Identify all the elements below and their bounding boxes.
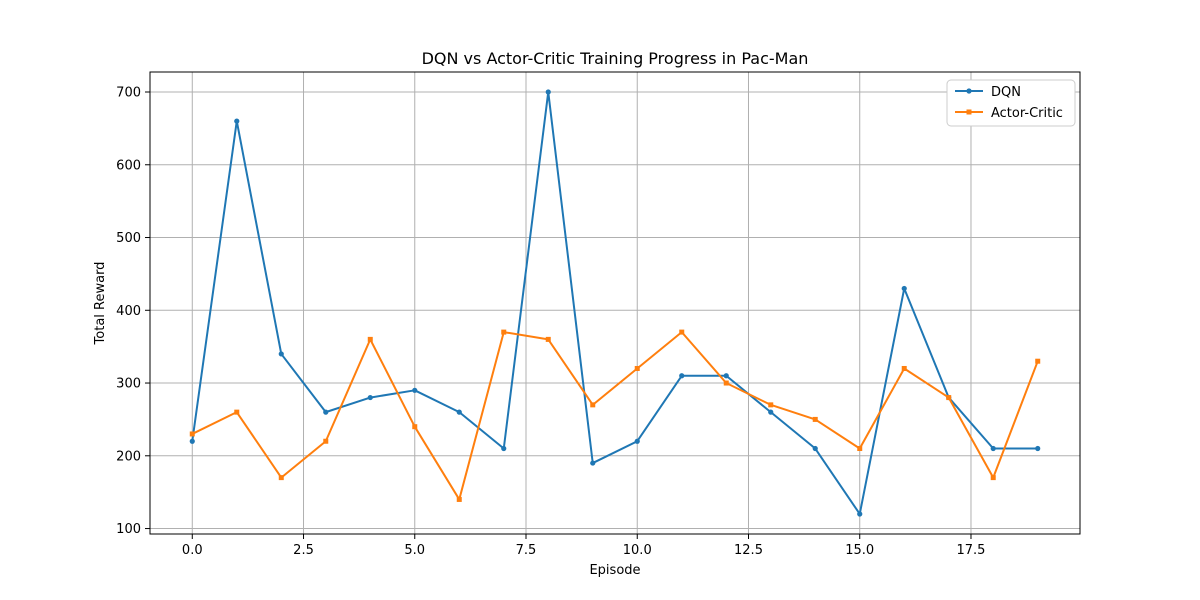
series-line-actor-critic bbox=[191, 331, 1039, 501]
y-tick-label: 200 bbox=[116, 449, 141, 464]
data-point-dqn bbox=[367, 394, 373, 401]
legend-label-actor-critic: Actor-Critic bbox=[991, 106, 1063, 121]
data-point-actor-critic bbox=[278, 475, 284, 481]
chart-title: DQN vs Actor-Critic Training Progress in… bbox=[422, 49, 809, 68]
data-point-actor-critic bbox=[412, 424, 418, 430]
x-tick-label: 12.5 bbox=[734, 543, 763, 558]
x-tick-label: 17.5 bbox=[957, 543, 986, 558]
data-point-dqn bbox=[990, 445, 996, 452]
y-tick-label: 700 bbox=[116, 86, 141, 101]
data-point-dqn bbox=[901, 285, 907, 292]
data-point-dqn bbox=[812, 445, 818, 452]
series-layer bbox=[189, 89, 1041, 517]
data-point-actor-critic bbox=[323, 438, 329, 444]
x-axis-label: Episode bbox=[589, 563, 640, 578]
plot-frame bbox=[149, 71, 1081, 535]
y-tick-label: 600 bbox=[116, 158, 141, 173]
data-point-dqn bbox=[278, 351, 284, 357]
y-tick-label: 500 bbox=[116, 231, 141, 246]
x-tick-label: 2.5 bbox=[293, 543, 314, 558]
data-point-dqn bbox=[679, 373, 685, 379]
y-tick-label: 300 bbox=[116, 377, 141, 392]
data-point-actor-critic bbox=[679, 329, 685, 335]
data-point-actor-critic bbox=[901, 365, 907, 371]
data-point-actor-critic bbox=[189, 431, 195, 437]
x-tick-label: 5.0 bbox=[404, 543, 425, 558]
data-point-dqn bbox=[1035, 445, 1041, 452]
data-point-dqn bbox=[723, 373, 729, 379]
data-point-dqn bbox=[412, 387, 418, 393]
data-point-actor-critic bbox=[234, 409, 240, 415]
x-tick-label: 10.0 bbox=[623, 543, 652, 558]
data-point-actor-critic bbox=[857, 446, 863, 452]
x-tick-label: 7.5 bbox=[516, 543, 537, 558]
data-point-actor-critic bbox=[590, 402, 596, 408]
x-tick-label: 0.0 bbox=[182, 543, 203, 558]
legend: DQN Actor-Critic bbox=[946, 79, 1076, 127]
series-line-dqn bbox=[191, 91, 1039, 515]
data-point-actor-critic bbox=[367, 336, 373, 342]
data-point-actor-critic bbox=[723, 380, 729, 386]
data-point-actor-critic bbox=[456, 496, 462, 502]
data-point-actor-critic bbox=[946, 395, 952, 401]
data-point-actor-critic bbox=[812, 416, 818, 422]
data-point-actor-critic bbox=[990, 475, 996, 481]
series-actor-critic bbox=[189, 329, 1041, 502]
data-point-actor-critic bbox=[634, 365, 640, 371]
data-point-dqn bbox=[456, 409, 462, 415]
data-point-dqn bbox=[501, 445, 507, 452]
x-tick-label: 15.0 bbox=[845, 543, 874, 558]
data-point-dqn bbox=[189, 438, 195, 444]
data-point-dqn bbox=[634, 438, 640, 444]
data-point-dqn bbox=[545, 89, 551, 95]
data-point-dqn bbox=[857, 511, 863, 517]
series-dqn bbox=[189, 89, 1041, 517]
legend-marker-actor-critic bbox=[966, 109, 972, 115]
data-point-dqn bbox=[234, 118, 240, 124]
y-tick-label: 400 bbox=[116, 304, 141, 319]
data-point-dqn bbox=[590, 460, 596, 466]
data-point-dqn bbox=[323, 409, 329, 415]
y-axis-label: Total Reward bbox=[93, 262, 108, 346]
legend-marker-dqn bbox=[966, 88, 972, 94]
axis-ticks: 0.0 2.5 5.0 7.5 10.0 12.5 15.0 17.5 100 200 300 400… bbox=[116, 86, 985, 558]
data-point-actor-critic bbox=[501, 329, 507, 335]
legend-label-dqn: DQN bbox=[991, 85, 1021, 100]
data-point-actor-critic bbox=[768, 402, 774, 408]
data-point-actor-critic bbox=[1035, 358, 1041, 364]
data-point-actor-critic bbox=[545, 336, 551, 342]
data-point-dqn bbox=[768, 409, 774, 415]
y-tick-label: 100 bbox=[116, 522, 141, 537]
